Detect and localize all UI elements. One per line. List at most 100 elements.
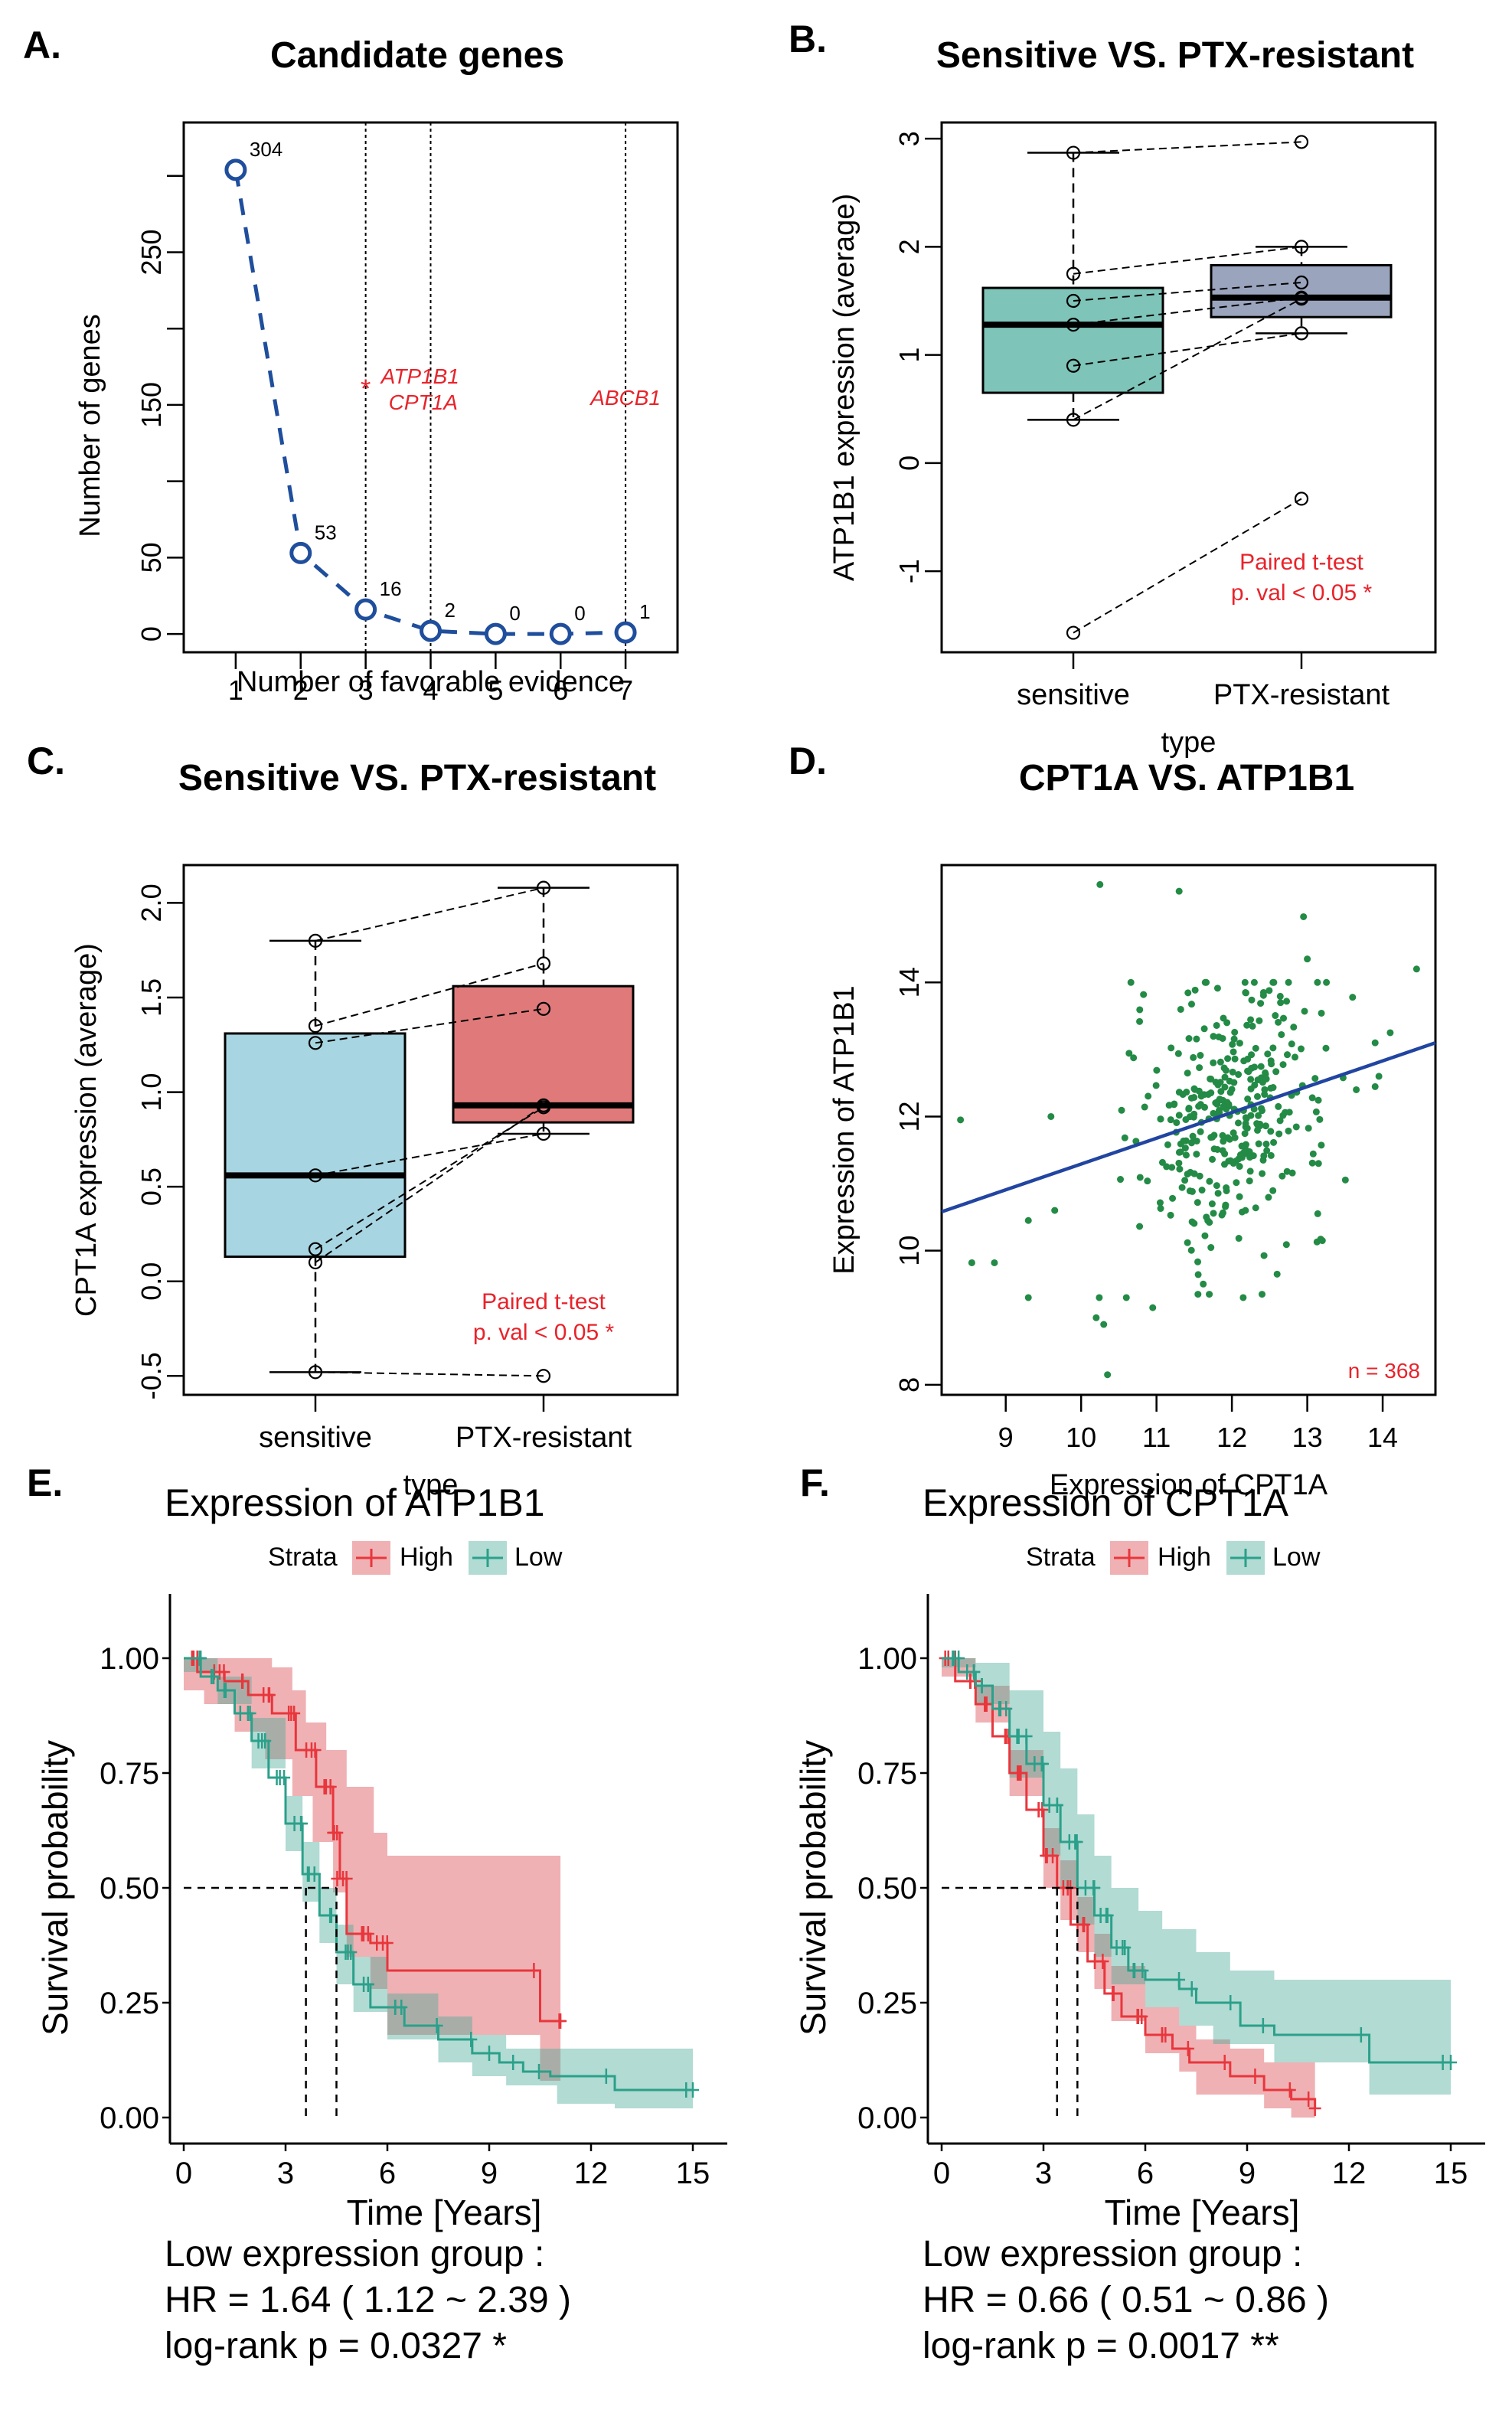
scatter-point xyxy=(1204,1091,1212,1099)
scatter-point xyxy=(1229,1040,1236,1048)
pair-line xyxy=(1073,296,1302,326)
scatter-point xyxy=(1341,1176,1349,1184)
panel-d-frame xyxy=(940,864,1437,1396)
y-tick-label: 1.00 xyxy=(100,1642,159,1676)
y-axis-label: Expression of ATP1B1 xyxy=(828,985,861,1274)
pair-line xyxy=(1073,332,1302,367)
panel-letter-d: D. xyxy=(789,740,827,782)
scatter-point xyxy=(1386,1029,1394,1037)
scatter-point xyxy=(1270,1138,1278,1146)
scatter-point xyxy=(1188,1139,1196,1147)
n-label: n = 368 xyxy=(1348,1359,1420,1383)
panel-letter-b: B. xyxy=(789,18,827,60)
scatter-point xyxy=(1201,978,1209,986)
scatter-point xyxy=(1194,1258,1202,1265)
scatter-point xyxy=(1284,1051,1292,1059)
chart-title: Sensitive VS. PTX-resistant xyxy=(936,35,1414,76)
x-tick-label: 3 xyxy=(358,674,374,706)
chart-title: Expression of ATP1B1 xyxy=(165,1481,545,1524)
stat-note-1: HR = 0.66 ( 0.51 ~ 0.86 ) xyxy=(923,2280,1329,2320)
data-point xyxy=(224,158,247,181)
scatter-point xyxy=(1184,989,1192,997)
data-point-sensitive xyxy=(1066,293,1081,309)
scatter-point xyxy=(1247,1112,1255,1119)
scatter-point xyxy=(1200,1280,1207,1288)
scatter-point xyxy=(1140,991,1148,998)
scatter-point xyxy=(1371,1082,1379,1090)
scatter-point xyxy=(1197,1101,1204,1109)
scatter-point xyxy=(1265,1194,1272,1201)
scatter-point xyxy=(1217,1088,1225,1096)
scatter-point xyxy=(1189,1132,1197,1140)
x-axis-label: Expression of CPT1A xyxy=(1050,1469,1328,1501)
scatter-point xyxy=(1248,996,1256,1004)
scatter-point xyxy=(1269,1044,1277,1052)
scatter-point xyxy=(1265,987,1273,994)
legend-label-high: High xyxy=(400,1543,453,1572)
scatter-point xyxy=(1323,978,1331,986)
scatter-point xyxy=(1185,1035,1193,1043)
y-tick-label: 0.50 xyxy=(857,1872,917,1905)
scatter-point xyxy=(1100,1321,1108,1328)
scatter-point xyxy=(1312,1108,1320,1115)
data-point-sensitive xyxy=(1066,413,1081,427)
scatter-point xyxy=(1238,1208,1246,1216)
pair-line xyxy=(315,1007,544,1044)
scatter-point xyxy=(1262,1140,1270,1148)
y-tick-label: 1 xyxy=(893,348,925,363)
data-point-sensitive xyxy=(308,1036,323,1050)
x-tick-label: 14 xyxy=(1367,1422,1398,1453)
scatter-point xyxy=(1272,1012,1279,1020)
pair-line xyxy=(1073,498,1302,634)
chart-title: CPT1A VS. ATP1B1 xyxy=(1019,758,1354,798)
ci-band-low xyxy=(942,1658,1451,2095)
annotation-test: Paired t-test xyxy=(1239,550,1363,575)
scatter-point xyxy=(1206,1291,1213,1298)
scatter-point xyxy=(1257,1000,1265,1007)
x-tick-label: 6 xyxy=(553,674,568,706)
scatter-point xyxy=(1149,1304,1157,1311)
data-point-resistant xyxy=(1294,292,1309,306)
survival-curve-high xyxy=(942,1657,1317,2108)
scatter-point xyxy=(1168,1164,1176,1171)
scatter-point xyxy=(1144,1177,1151,1185)
pair-line xyxy=(315,1105,544,1263)
scatter-point xyxy=(1212,1079,1220,1086)
scatter-point xyxy=(1182,1151,1190,1159)
legend-title: Strata xyxy=(268,1543,338,1572)
scatter-point xyxy=(1092,1314,1100,1321)
panel-letter-c: C. xyxy=(27,740,65,782)
scatter-point xyxy=(1258,1105,1265,1112)
scatter-point xyxy=(1220,1138,1227,1145)
scatter-point xyxy=(1219,1131,1226,1139)
scatter-point xyxy=(1279,1172,1286,1180)
scatter-point xyxy=(1259,1170,1266,1177)
scatter-point xyxy=(1185,1105,1193,1113)
scatter-point xyxy=(1167,1044,1175,1052)
scatter-point xyxy=(1051,1207,1059,1214)
data-point-resistant xyxy=(1294,135,1309,149)
scatter-point xyxy=(1226,1157,1234,1164)
scatter-point xyxy=(1298,1045,1305,1053)
data-label: 1 xyxy=(639,600,650,623)
y-tick-label: 3 xyxy=(893,131,925,146)
scatter-point xyxy=(1252,1044,1259,1052)
stat-note-2: log-rank p = 0.0327 * xyxy=(165,2326,507,2366)
legend-label-low: Low xyxy=(1272,1543,1321,1572)
x-tick-label: 13 xyxy=(1292,1422,1323,1453)
y-axis-label: Survival probability xyxy=(793,1740,833,2036)
scatter-point xyxy=(1210,1210,1217,1217)
panel-d-chart: CPT1A VS. ATP1B1 8 10 12 14 9 10 11 12 13 14 Expres… xyxy=(828,758,1437,1501)
scatter-point xyxy=(1173,1118,1181,1126)
panel-letter-e: E. xyxy=(27,1461,64,1504)
scatter-point xyxy=(1236,1040,1243,1047)
scatter-point xyxy=(1175,887,1183,895)
scatter-point xyxy=(1282,1109,1289,1116)
scatter-point xyxy=(1174,1050,1182,1057)
stat-note-1: HR = 1.64 ( 1.12 ~ 2.39 ) xyxy=(165,2280,571,2320)
scatter-point xyxy=(1260,1252,1268,1259)
scatter-point xyxy=(1314,1160,1322,1167)
scatter-point xyxy=(1136,1017,1144,1025)
y-tick-label: 50 xyxy=(136,542,167,573)
scatter-point xyxy=(1252,1204,1259,1212)
